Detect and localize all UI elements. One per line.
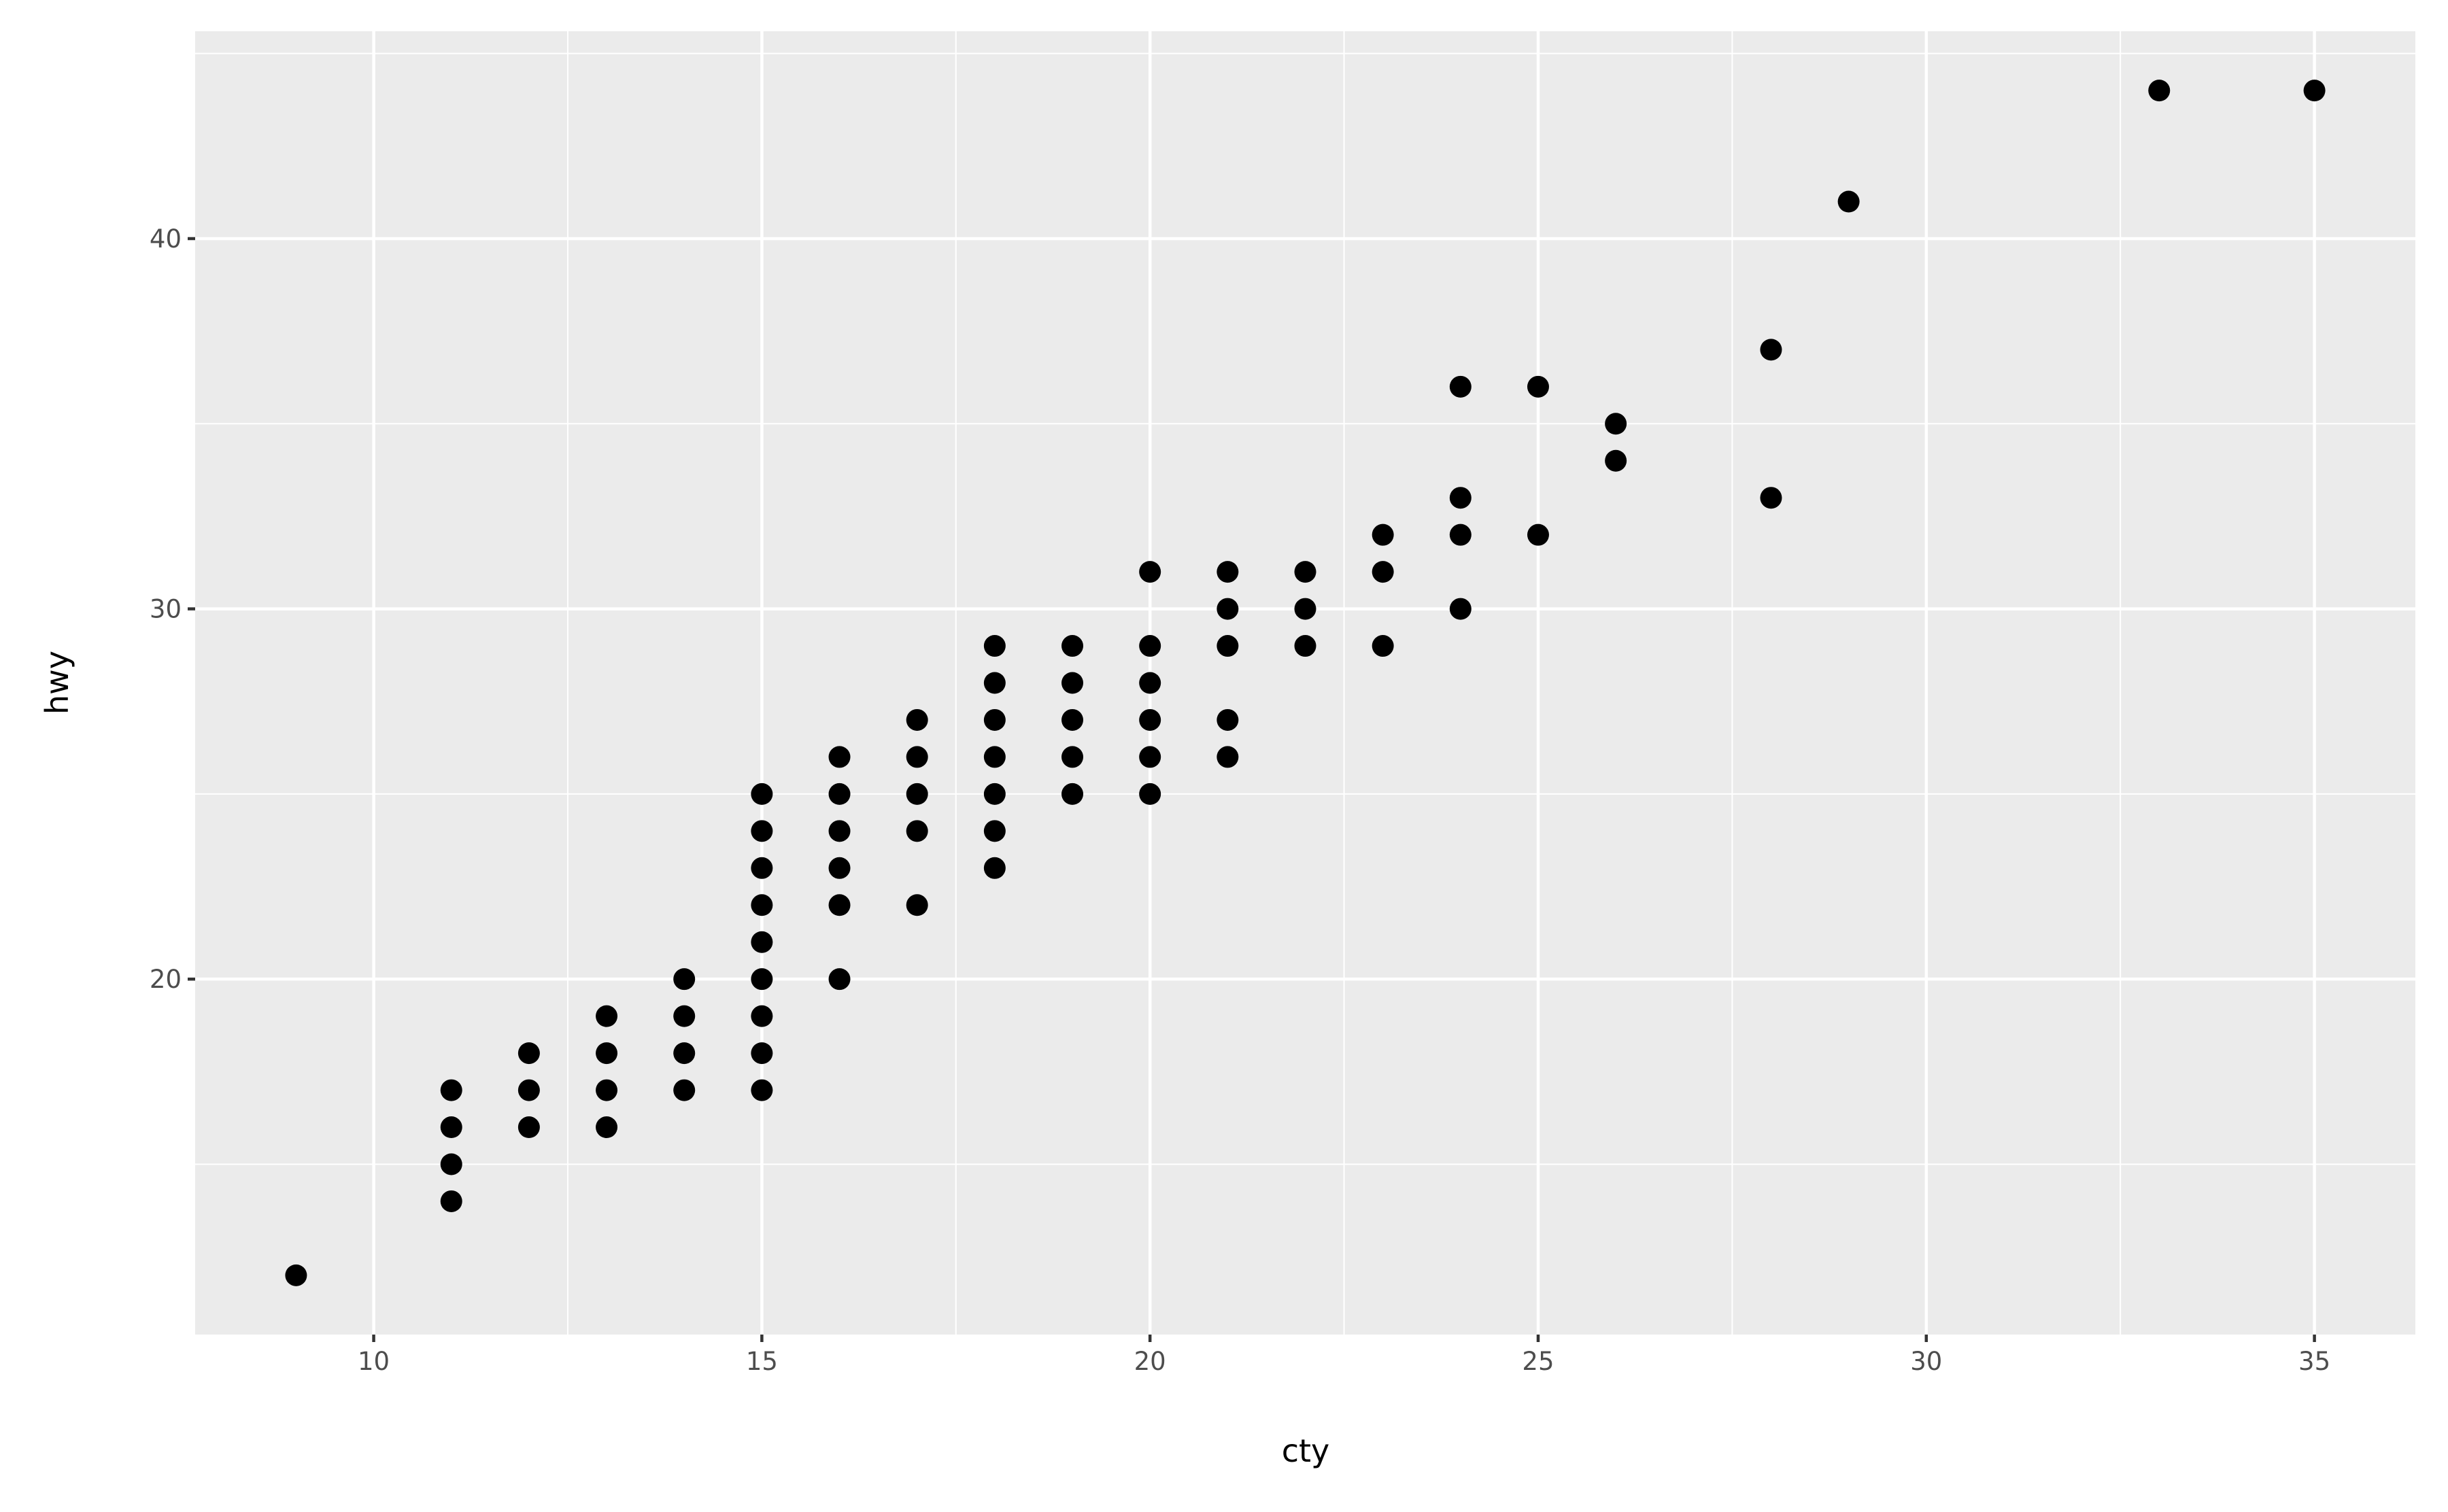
point [983,857,1006,879]
point [1139,561,1161,583]
point [1217,708,1239,731]
point [673,1005,696,1027]
point [1449,598,1472,620]
point [906,894,928,916]
point [751,783,773,805]
point [906,746,928,768]
point [906,708,928,731]
point [1139,672,1161,694]
point [1449,523,1472,546]
point [983,672,1006,694]
point [1837,190,1860,213]
y-tick-label: 30 [150,595,182,624]
point [596,1079,618,1101]
point [596,1042,618,1065]
point [1061,635,1084,657]
point [751,820,773,842]
point [1449,375,1472,398]
point [1605,449,1627,472]
point [1372,561,1394,583]
point [2303,80,2326,102]
point [1294,561,1316,583]
point [1527,523,1549,546]
point [517,1042,540,1065]
x-tick-label: 30 [1910,1347,1942,1376]
point [751,1042,773,1065]
point [596,1116,618,1139]
point [751,968,773,991]
point [1061,783,1084,805]
point [751,931,773,953]
point [1217,561,1239,583]
point [1139,783,1161,805]
x-axis-title: cty [1282,1432,1330,1469]
point [673,1042,696,1065]
y-axis-title: hwy [39,651,75,715]
point [983,820,1006,842]
point [1139,746,1161,768]
point [517,1079,540,1101]
point [673,1079,696,1101]
point [751,1079,773,1101]
point [828,894,851,916]
point [1294,635,1316,657]
point [751,1005,773,1027]
point [751,857,773,879]
point [983,635,1006,657]
point [1372,635,1394,657]
point [1294,598,1316,620]
point [440,1190,462,1212]
point [285,1264,307,1286]
point [1217,598,1239,620]
point [440,1116,462,1139]
point [1605,413,1627,435]
x-tick-label: 10 [358,1347,390,1376]
x-tick-label: 25 [1522,1347,1554,1376]
point [906,783,928,805]
point [828,968,851,991]
point [1139,635,1161,657]
y-tick-label: 20 [150,965,182,994]
point [1061,672,1084,694]
point [906,820,928,842]
point [828,783,851,805]
x-tick-label: 35 [2298,1347,2330,1376]
point [828,746,851,768]
x-tick-label: 20 [1134,1347,1166,1376]
point [983,708,1006,731]
panel [195,31,2415,1335]
point [2148,80,2171,102]
point [828,820,851,842]
point [1139,708,1161,731]
point [440,1153,462,1175]
point [1449,487,1472,509]
point [1760,487,1782,509]
point [1061,708,1084,731]
point [1760,339,1782,361]
point [983,783,1006,805]
point [828,857,851,879]
y-tick-label: 40 [150,224,182,254]
point [596,1005,618,1027]
point [517,1116,540,1139]
point [1217,635,1239,657]
point [440,1079,462,1101]
point [983,746,1006,768]
point [751,894,773,916]
point [1372,523,1394,546]
point [1527,375,1549,398]
x-tick-label: 15 [746,1347,778,1376]
point [1061,746,1084,768]
point [673,968,696,991]
point [1217,746,1239,768]
